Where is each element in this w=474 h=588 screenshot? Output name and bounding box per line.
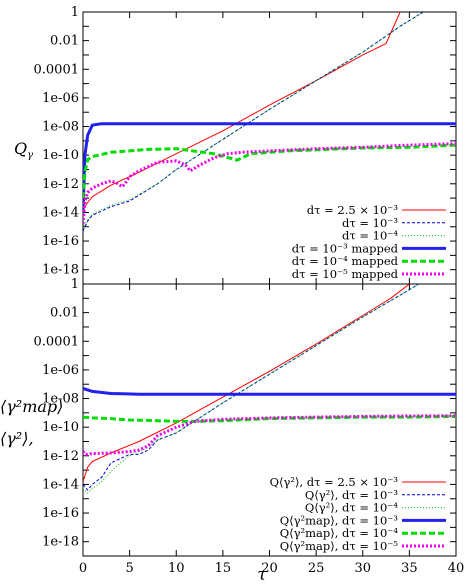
legend-label-6: dτ = 10⁻⁵ mapped	[292, 267, 399, 281]
series-line-3	[83, 284, 419, 494]
top-y-axis-label: Qγ	[14, 139, 33, 161]
x-tick-label: 30	[354, 561, 371, 576]
y-tick-label: 1e-06	[42, 91, 79, 106]
x-tick-label: 25	[308, 561, 325, 576]
y-tick-label: 1e-08	[42, 392, 79, 407]
series-line-3	[83, 12, 424, 229]
y-tick-label: 1e-12	[42, 177, 79, 192]
bottom-panel: 1 0.01 0.0001 1e-06 1e-08 1e-10 1e-12 1e-14 1e-1…	[0, 277, 464, 585]
x-tick-label: 40	[448, 561, 465, 576]
series-line-6	[83, 142, 456, 225]
y-tick-label: 0.0001	[34, 62, 80, 77]
y-tick-label: 1	[71, 277, 79, 292]
legend-label-1: Q⟨γ²⟩, dτ = 2.5 × 10⁻³	[270, 475, 399, 489]
y-tick-label: 1	[71, 5, 79, 20]
y-tick-label: 1e-08	[42, 120, 79, 135]
series-line-1	[83, 12, 401, 210]
series-line-4	[83, 387, 456, 396]
x-tick-label: 35	[401, 561, 418, 576]
y-tick-label: 1e-12	[42, 449, 79, 464]
y-tick-label: 1e-06	[42, 363, 79, 378]
x-tick-label: 15	[215, 561, 232, 576]
y-tick-label: 1e-14	[42, 477, 79, 492]
legend-label-1: dτ = 2.5 × 10⁻³	[307, 203, 399, 217]
x-axis-label: τ	[257, 565, 267, 585]
y-tick-label: 1e-18	[42, 263, 79, 278]
y-tick-label: 1e-18	[42, 535, 79, 550]
y-tick-label: 0.0001	[34, 334, 80, 349]
bottom-y-axis-label-line2: ⟨γ²⟩,	[0, 429, 34, 448]
y-tick-label: 1e-16	[42, 234, 79, 249]
series-line-4	[83, 122, 456, 213]
top-panel: 1 0.01 0.0001 1e-06 1e-08 1e-10 1e-12 1e-14 1e-1…	[14, 5, 457, 285]
legend-label-5: dτ = 10⁻⁴ mapped	[292, 254, 399, 268]
x-tick-label: 5	[125, 561, 133, 576]
series-line-5	[83, 143, 456, 199]
y-tick-label: 1e-10	[42, 148, 79, 163]
legend-label-3: Q⟨γ²⟩, dτ = 10⁻⁴	[305, 501, 399, 515]
y-tick-label: 1e-10	[42, 420, 79, 435]
y-tick-label: 1e-16	[42, 506, 79, 521]
legend-label-5: Q⟨γ²map⟩, dτ = 10⁻⁴	[280, 526, 399, 540]
y-tick-label: 1e-14	[42, 205, 79, 220]
legend-label-4: dτ = 10⁻³ mapped	[292, 241, 399, 255]
legend-label-2: dτ = 10⁻³	[342, 216, 398, 230]
x-tick-label: 0	[79, 561, 87, 576]
series-line-2	[83, 12, 424, 232]
y-tick-label: 0.01	[50, 34, 79, 49]
legend-label-2: Q⟨γ²⟩, dτ = 10⁻³	[305, 488, 399, 502]
legend-label-6: Q⟨γ²map⟩, dτ = 10⁻⁵	[280, 539, 399, 553]
y-tick-label: 0.01	[50, 306, 79, 321]
x-tick-label: 20	[261, 561, 278, 576]
bottom-y-axis-label-line1: ⟨γ²map⟩	[0, 397, 63, 416]
series-line-2	[83, 284, 419, 491]
legend-label-3: dτ = 10⁻⁴	[342, 229, 398, 243]
legend-label-4: Q⟨γ²map⟩, dτ = 10⁻³	[280, 513, 399, 527]
x-tick-label: 10	[168, 561, 185, 576]
series-line-1	[83, 284, 410, 482]
